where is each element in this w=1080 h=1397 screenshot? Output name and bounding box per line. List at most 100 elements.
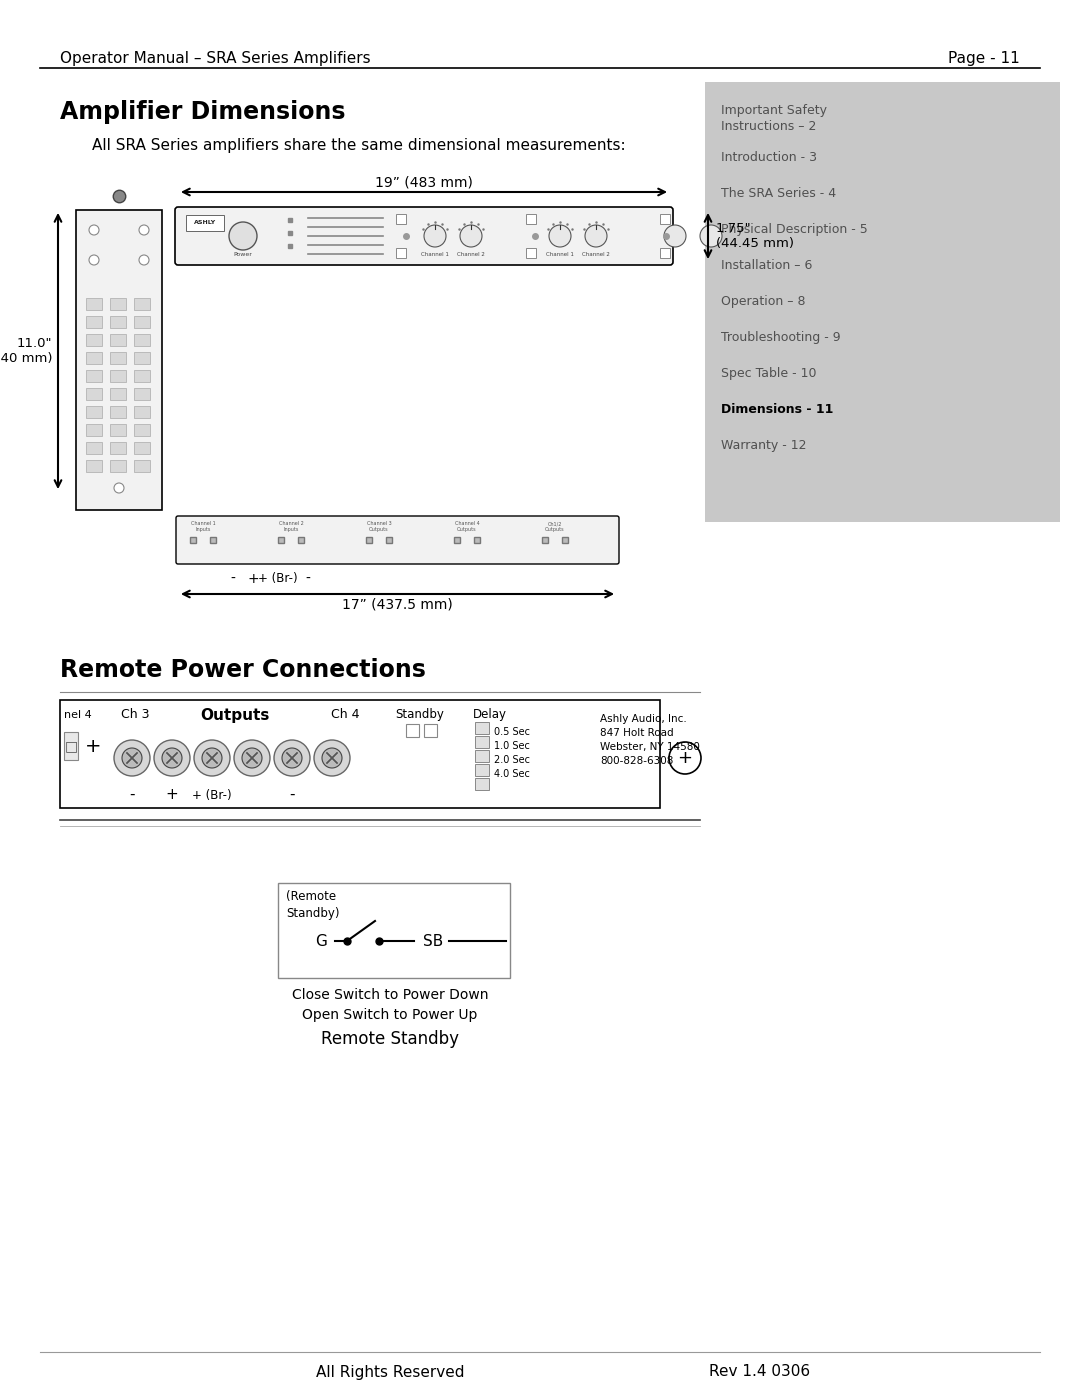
Text: The SRA Series - 4: The SRA Series - 4 xyxy=(721,187,836,200)
Bar xyxy=(475,722,489,733)
Text: +: + xyxy=(165,787,178,802)
Text: Close Switch to Power Down
Open Switch to Power Up: Close Switch to Power Down Open Switch t… xyxy=(292,988,488,1021)
Text: Ch1/2
Outputs: Ch1/2 Outputs xyxy=(545,521,565,532)
Bar xyxy=(134,298,150,310)
Text: Channel 1: Channel 1 xyxy=(421,251,449,257)
Circle shape xyxy=(322,747,342,768)
Circle shape xyxy=(424,225,446,247)
Text: Channel 4
Outputs: Channel 4 Outputs xyxy=(455,521,480,532)
Text: Dimensions - 11: Dimensions - 11 xyxy=(721,402,834,416)
Bar xyxy=(86,407,102,418)
Text: +: + xyxy=(247,571,259,585)
Circle shape xyxy=(669,742,701,774)
Circle shape xyxy=(154,740,190,775)
Text: +: + xyxy=(677,749,692,767)
Bar xyxy=(110,388,126,400)
Bar xyxy=(134,388,150,400)
Circle shape xyxy=(139,225,149,235)
Text: Troubleshooting - 9: Troubleshooting - 9 xyxy=(721,331,840,344)
Text: Amplifier Dimensions: Amplifier Dimensions xyxy=(60,101,346,124)
Bar xyxy=(134,316,150,328)
Bar xyxy=(86,425,102,436)
Bar xyxy=(86,388,102,400)
FancyBboxPatch shape xyxy=(176,515,619,564)
Bar xyxy=(134,460,150,472)
Text: + (Br-): + (Br-) xyxy=(258,571,298,585)
Text: + (Br-): + (Br-) xyxy=(192,789,232,802)
Text: 1.0 Sec: 1.0 Sec xyxy=(494,740,530,752)
Text: Channel 1
Inputs: Channel 1 Inputs xyxy=(191,521,215,532)
Bar xyxy=(186,215,224,231)
Bar xyxy=(475,750,489,761)
Bar xyxy=(134,407,150,418)
Text: All Rights Reserved: All Rights Reserved xyxy=(315,1365,464,1379)
Text: Remote Standby: Remote Standby xyxy=(321,1030,459,1048)
Text: Delay: Delay xyxy=(473,708,507,721)
Bar xyxy=(475,764,489,775)
Bar xyxy=(134,334,150,346)
Bar xyxy=(134,370,150,381)
Text: Channel 3
Outputs: Channel 3 Outputs xyxy=(366,521,391,532)
Bar xyxy=(110,460,126,472)
Bar xyxy=(86,352,102,365)
Text: Power: Power xyxy=(233,251,253,257)
Circle shape xyxy=(314,740,350,775)
Bar xyxy=(60,700,660,807)
Bar xyxy=(64,732,78,760)
Bar xyxy=(406,724,419,738)
Bar xyxy=(110,352,126,365)
Text: 11.0"
(279.40 mm): 11.0" (279.40 mm) xyxy=(0,337,52,365)
Bar xyxy=(526,249,536,258)
Text: Outputs: Outputs xyxy=(200,708,270,724)
Text: +: + xyxy=(84,736,102,756)
Bar xyxy=(110,425,126,436)
Text: Physical Description - 5: Physical Description - 5 xyxy=(721,224,867,236)
Text: Spec Table - 10: Spec Table - 10 xyxy=(721,367,816,380)
Text: ASHLY: ASHLY xyxy=(194,221,216,225)
Circle shape xyxy=(585,225,607,247)
Text: Channel 1: Channel 1 xyxy=(546,251,573,257)
Bar xyxy=(134,425,150,436)
Bar xyxy=(86,370,102,381)
Circle shape xyxy=(460,225,482,247)
Bar xyxy=(134,441,150,454)
Circle shape xyxy=(549,225,571,247)
Circle shape xyxy=(194,740,230,775)
Circle shape xyxy=(700,225,723,247)
Circle shape xyxy=(282,747,302,768)
Text: Operation – 8: Operation – 8 xyxy=(721,295,806,307)
Text: 1.75"
(44.45 mm): 1.75" (44.45 mm) xyxy=(716,222,794,250)
Circle shape xyxy=(89,256,99,265)
Text: 4.0 Sec: 4.0 Sec xyxy=(494,768,530,780)
Text: -: - xyxy=(289,787,295,802)
Circle shape xyxy=(229,222,257,250)
Circle shape xyxy=(114,483,124,493)
Circle shape xyxy=(234,740,270,775)
Text: -: - xyxy=(130,787,135,802)
Bar xyxy=(86,298,102,310)
Circle shape xyxy=(114,740,150,775)
Text: □: □ xyxy=(65,739,78,753)
Bar xyxy=(475,778,489,789)
Text: G: G xyxy=(315,933,327,949)
Text: Channel 2: Channel 2 xyxy=(582,251,610,257)
Text: Installation – 6: Installation – 6 xyxy=(721,258,812,272)
Text: Channel 2
Inputs: Channel 2 Inputs xyxy=(279,521,303,532)
Text: 2.0 Sec: 2.0 Sec xyxy=(494,754,530,766)
Text: Warranty - 12: Warranty - 12 xyxy=(721,439,807,453)
Bar xyxy=(110,316,126,328)
Text: 19” (483 mm): 19” (483 mm) xyxy=(375,176,473,190)
Bar xyxy=(705,82,1059,522)
Bar xyxy=(278,883,510,978)
Circle shape xyxy=(202,747,222,768)
Bar xyxy=(110,441,126,454)
Text: 17” (437.5 mm): 17” (437.5 mm) xyxy=(342,598,453,612)
Text: -: - xyxy=(306,571,310,585)
Circle shape xyxy=(162,747,183,768)
Circle shape xyxy=(139,256,149,265)
Circle shape xyxy=(274,740,310,775)
Bar xyxy=(86,460,102,472)
Text: Ch 4: Ch 4 xyxy=(330,708,360,721)
Text: (Remote
Standby): (Remote Standby) xyxy=(286,890,339,919)
Text: Ashly Audio, Inc.
847 Holt Road
Webster, NY 14580
800-828-6308: Ashly Audio, Inc. 847 Holt Road Webster,… xyxy=(600,714,700,766)
